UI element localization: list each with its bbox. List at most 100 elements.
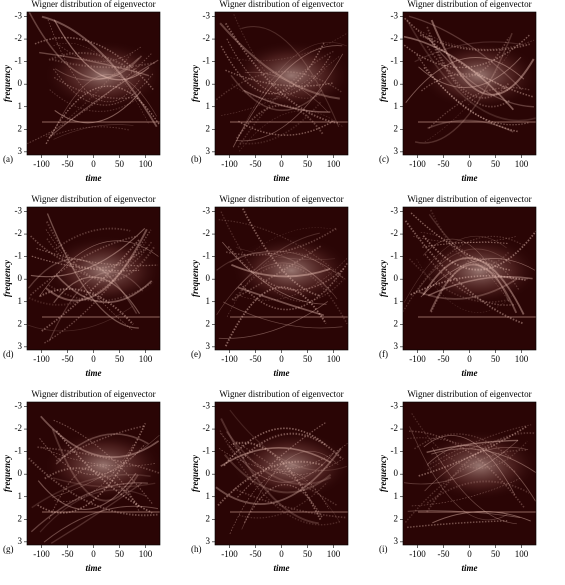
panel: Wigner distribution of eigenvector-100 -5… [2, 0, 161, 183]
x-tick-label: -100 [409, 354, 426, 364]
texture-stroke [39, 288, 134, 326]
texture-stroke [55, 433, 149, 465]
texture-stroke [51, 58, 156, 69]
y-tick-label: 2 [394, 123, 399, 133]
texture-stroke [53, 42, 150, 125]
y-tick-label: 3 [394, 536, 399, 546]
x-tick-label: 50 [491, 354, 501, 364]
y-tick-label: 0 [18, 273, 23, 283]
x-tick-label: 100 [515, 549, 529, 559]
panel: Wigner distribution of eigenvector-100 -5… [2, 194, 161, 378]
x-tick-label: 50 [115, 354, 125, 364]
texture-stroke [41, 238, 141, 332]
texture-stroke [37, 423, 147, 514]
texture-stroke [39, 51, 150, 77]
texture-stroke [418, 278, 518, 300]
texture-stroke [242, 227, 337, 261]
texture-stroke [242, 432, 343, 460]
texture-stroke [37, 472, 137, 510]
texture-stroke [55, 425, 146, 462]
y-tick-label: 3 [206, 536, 211, 546]
x-axis-label: time [86, 173, 102, 183]
texture-stroke [216, 262, 338, 316]
texture-stroke [220, 211, 344, 303]
texture [215, 409, 348, 535]
y-tick-label: 1 [18, 296, 23, 306]
x-tick-label: -50 [62, 549, 74, 559]
panel-label: (f) [379, 349, 388, 359]
texture-stroke [31, 255, 140, 272]
texture-stroke [55, 430, 153, 514]
y-axis-label: frequency [190, 454, 200, 492]
x-tick-label: 100 [327, 354, 341, 364]
texture-stroke [420, 231, 510, 303]
texture-stroke [48, 51, 139, 77]
glow [419, 235, 536, 306]
x-tick-label: 100 [327, 159, 341, 169]
panel-title: Wigner distribution of eigenvector [219, 194, 343, 204]
texture-stroke [406, 19, 536, 122]
texture-stroke [407, 437, 517, 473]
texture-stroke [244, 71, 328, 112]
texture-stroke [422, 238, 510, 303]
y-tick-label: 3 [18, 146, 23, 156]
texture-stroke [220, 42, 325, 95]
y-tick-label: 2 [394, 513, 399, 523]
texture [403, 15, 536, 144]
texture-stroke [220, 446, 332, 467]
glow [43, 430, 160, 501]
texture-stroke [430, 257, 520, 313]
texture-stroke [423, 66, 518, 133]
texture-stroke [41, 15, 158, 128]
texture-stroke [50, 74, 157, 138]
glow [419, 430, 536, 501]
y-tick-label: -3 [203, 401, 211, 411]
texture-stroke [218, 301, 328, 339]
panel: Wigner distribution of eigenvector-100 -5… [190, 0, 349, 183]
texture-stroke [403, 235, 507, 303]
texture-stroke [238, 481, 328, 519]
y-tick-label: 3 [18, 536, 23, 546]
panel-title: Wigner distribution of eigenvector [407, 0, 531, 9]
y-tick-label: -1 [203, 251, 211, 261]
y-tick-label: -3 [391, 206, 399, 216]
x-tick-label: 100 [515, 354, 529, 364]
texture-stroke [45, 52, 133, 138]
panel: Wigner distribution of eigenvector-100 -5… [378, 194, 537, 378]
texture-stroke [424, 51, 511, 143]
panel-title: Wigner distribution of eigenvector [31, 0, 155, 9]
texture-stroke [409, 426, 508, 521]
texture-stroke [426, 445, 536, 502]
y-axis-label: frequency [2, 454, 12, 492]
y-tick-label: -1 [203, 56, 211, 66]
texture-stroke [236, 104, 324, 140]
texture-stroke [39, 489, 147, 533]
panel-label: (c) [379, 154, 389, 164]
texture-stroke [51, 428, 139, 502]
texture-stroke [238, 110, 344, 152]
texture-stroke [52, 434, 160, 498]
panel-label: (a) [3, 154, 13, 164]
panel-title: Wigner distribution of eigenvector [219, 389, 343, 399]
texture-stroke [403, 235, 525, 313]
texture-stroke [419, 34, 530, 52]
x-tick-label: -50 [438, 159, 450, 169]
y-tick-label: 2 [394, 318, 399, 328]
texture [403, 209, 536, 325]
texture-stroke [424, 253, 516, 306]
y-tick-label: 1 [18, 101, 23, 111]
texture-stroke [53, 19, 150, 81]
x-tick-label: 0 [467, 354, 472, 364]
texture-stroke [237, 421, 327, 498]
texture-stroke [241, 208, 320, 297]
texture-stroke [226, 252, 338, 317]
x-tick-label: 50 [491, 159, 501, 169]
x-axis-label: time [462, 368, 478, 378]
x-tick-label: -50 [250, 549, 262, 559]
y-tick-label: 3 [394, 341, 399, 351]
texture-stroke [426, 439, 519, 454]
y-tick-label: -2 [391, 33, 399, 43]
texture-stroke [426, 432, 536, 513]
y-tick-label: 0 [206, 273, 211, 283]
